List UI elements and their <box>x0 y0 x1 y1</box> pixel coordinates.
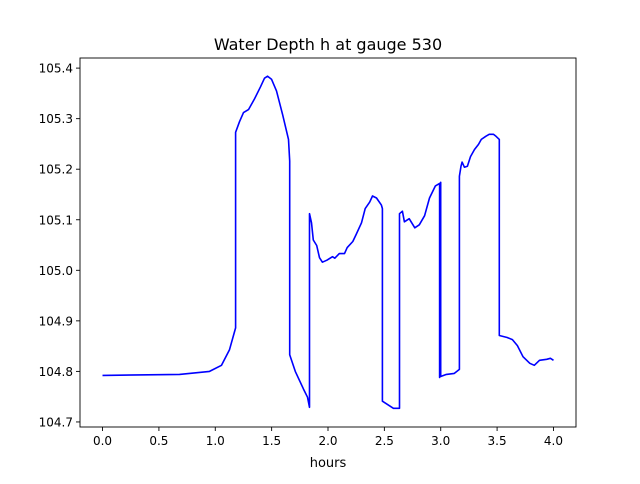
x-tick-label: 2.5 <box>375 434 394 448</box>
y-tick-label: 105.2 <box>39 163 73 177</box>
y-tick-label: 104.8 <box>39 365 73 379</box>
x-tick-label: 4.0 <box>544 434 563 448</box>
x-tick-label: 0.0 <box>93 434 112 448</box>
chart-title: Water Depth h at gauge 530 <box>214 35 442 54</box>
series-line-h <box>102 75 554 410</box>
y-tick-label: 105.0 <box>39 264 73 278</box>
y-tick-label: 105.4 <box>39 62 73 76</box>
x-tick-label: 1.5 <box>262 434 281 448</box>
x-axis-label: hours <box>310 456 347 471</box>
x-tick-label: 3.0 <box>431 434 450 448</box>
y-tick-label: 104.9 <box>39 314 73 328</box>
y-tick-label: 105.1 <box>39 213 73 227</box>
y-tick-label: 104.7 <box>39 415 73 429</box>
x-axis: 0.0 0.5 1.0 1.5 2.0 2.5 3.0 3.5 4.0 <box>93 427 563 448</box>
x-tick-label: 3.5 <box>488 434 507 448</box>
plot-frame <box>79 57 577 428</box>
y-tick-label: 105.3 <box>39 112 73 126</box>
x-tick-label: 2.0 <box>318 434 337 448</box>
x-tick-label: 0.5 <box>149 434 168 448</box>
x-tick-label: 1.0 <box>206 434 225 448</box>
y-axis: 104.7 104.8 104.9 105.0 105.1 105.2 105.3 105.4 <box>39 62 80 429</box>
